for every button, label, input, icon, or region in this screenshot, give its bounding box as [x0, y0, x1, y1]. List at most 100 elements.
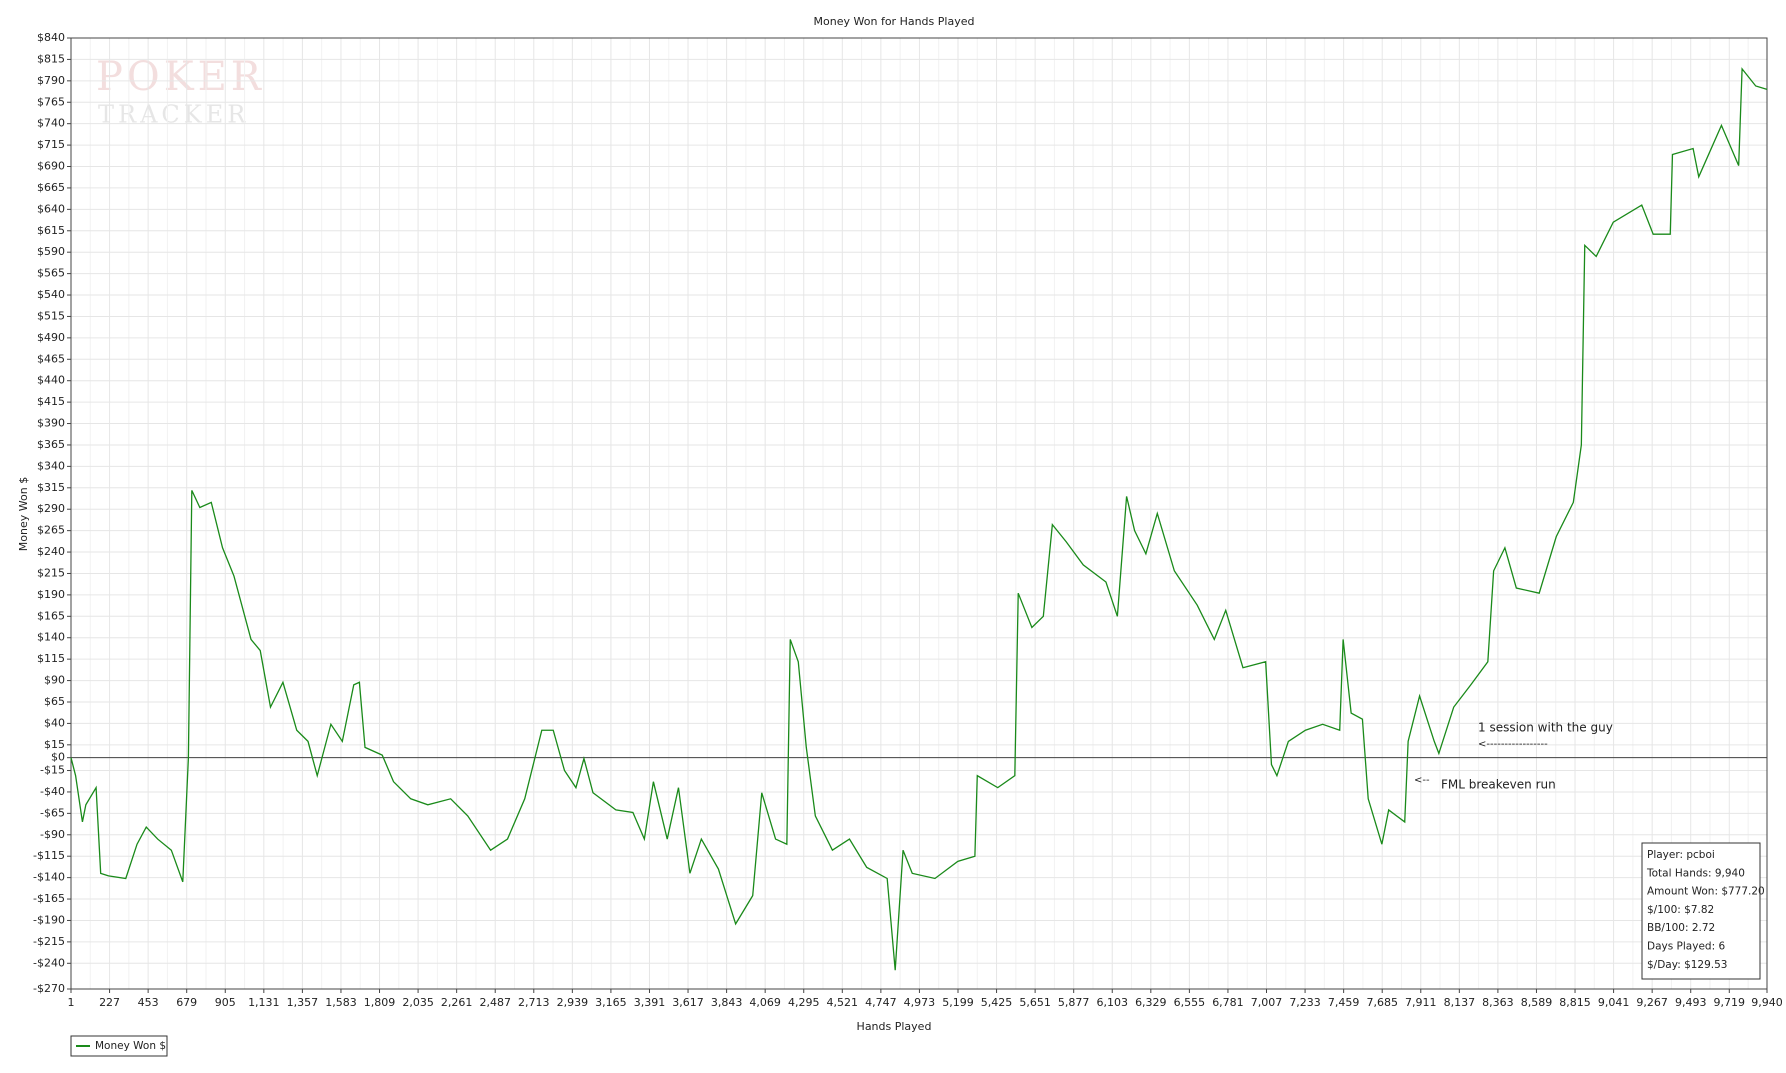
- x-tick-label: 3,843: [711, 996, 743, 1009]
- stats-line: Amount Won: $777.20: [1647, 886, 1765, 898]
- legend-label: Money Won $: [95, 1040, 166, 1052]
- y-tick-label: -$15: [40, 764, 65, 777]
- x-tick-label: 9,041: [1598, 996, 1630, 1009]
- y-tick-label: $15: [44, 738, 65, 751]
- x-tick-label: 1,357: [287, 996, 319, 1009]
- x-tick-label: 8,137: [1444, 996, 1476, 1009]
- y-tick-label: $65: [44, 695, 65, 708]
- x-tick-label: 5,651: [1019, 996, 1051, 1009]
- watermark: POKER: [96, 54, 265, 100]
- x-tick-label: 9,267: [1636, 996, 1668, 1009]
- stats-line: BB/100: 2.72: [1647, 922, 1715, 934]
- x-tick-label: 8,589: [1521, 996, 1553, 1009]
- x-tick-label: 3,165: [595, 996, 627, 1009]
- y-tick-label: $465: [37, 352, 65, 365]
- x-tick-label: 4,521: [827, 996, 859, 1009]
- x-tick-label: 2,261: [441, 996, 473, 1009]
- y-tick-label: $590: [37, 245, 65, 258]
- watermark: TRACKER: [98, 101, 249, 129]
- x-tick-label: 9,940: [1751, 996, 1783, 1009]
- y-axis-label: Money Won $: [17, 477, 30, 551]
- x-tick-label: 4,069: [749, 996, 781, 1009]
- annotation: FML breakeven run: [1441, 778, 1556, 792]
- y-tick-label: $640: [37, 202, 65, 215]
- y-tick-label: -$90: [40, 828, 65, 841]
- x-tick-label: 5,877: [1058, 996, 1090, 1009]
- y-tick-label: $340: [37, 459, 65, 472]
- x-tick-label: 5,425: [981, 996, 1013, 1009]
- x-tick-label: 1,131: [248, 996, 280, 1009]
- y-tick-label: $615: [37, 224, 65, 237]
- x-tick-label: 7,233: [1289, 996, 1321, 1009]
- x-tick-label: 1,583: [325, 996, 357, 1009]
- stats-line: $/100: $7.82: [1647, 904, 1714, 916]
- x-tick-label: 3,391: [634, 996, 666, 1009]
- x-tick-label: 4,973: [904, 996, 936, 1009]
- y-tick-label: $740: [37, 117, 65, 130]
- y-tick-label: $415: [37, 395, 65, 408]
- y-tick-label: $365: [37, 438, 65, 451]
- y-tick-label: $440: [37, 374, 65, 387]
- x-tick-label: 679: [176, 996, 197, 1009]
- legend-box: [70, 1035, 168, 1057]
- x-tick-label: 9,493: [1675, 996, 1707, 1009]
- x-tick-label: 8,815: [1559, 996, 1591, 1009]
- y-tick-label: $90: [44, 674, 65, 687]
- y-tick-label: $840: [37, 31, 65, 44]
- x-tick-label: 3,617: [672, 996, 704, 1009]
- x-tick-label: 7,007: [1251, 996, 1283, 1009]
- x-tick-label: 4,295: [788, 996, 820, 1009]
- x-tick-label: 6,555: [1174, 996, 1206, 1009]
- y-tick-label: $565: [37, 267, 65, 280]
- stats-line: Player: pcboi: [1647, 849, 1715, 861]
- x-tick-label: 453: [138, 996, 159, 1009]
- x-tick-label: 905: [215, 996, 236, 1009]
- x-tick-label: 6,781: [1212, 996, 1244, 1009]
- y-tick-label: $215: [37, 566, 65, 579]
- y-tick-label: $815: [37, 52, 65, 65]
- y-tick-label: -$65: [40, 806, 65, 819]
- y-tick-label: $0: [51, 751, 65, 764]
- y-tick-label: $140: [37, 631, 65, 644]
- y-tick-label: -$190: [33, 913, 65, 926]
- y-tick-label: $240: [37, 545, 65, 558]
- y-tick-label: $165: [37, 609, 65, 622]
- y-tick-label: $790: [37, 74, 65, 87]
- x-axis-label: Hands Played: [857, 1020, 932, 1033]
- y-tick-label: $315: [37, 481, 65, 494]
- y-tick-label: $690: [37, 160, 65, 173]
- y-tick-label: -$270: [33, 982, 65, 995]
- x-tick-label: 7,685: [1366, 996, 1398, 1009]
- y-tick-label: $40: [44, 716, 65, 729]
- y-tick-label: $265: [37, 524, 65, 537]
- x-tick-label: 5,199: [942, 996, 974, 1009]
- y-tick-label: $390: [37, 417, 65, 430]
- x-tick-label: 2,035: [402, 996, 434, 1009]
- annotation: <--: [1414, 775, 1430, 786]
- y-tick-label: $190: [37, 588, 65, 601]
- x-tick-label: 2,487: [479, 996, 511, 1009]
- y-tick-label: $765: [37, 95, 65, 108]
- y-tick-label: -$140: [33, 871, 65, 884]
- stats-box: [1641, 842, 1761, 980]
- stats-line: $/Day: $129.53: [1647, 959, 1727, 971]
- x-tick-label: 7,911: [1405, 996, 1437, 1009]
- x-tick-label: 4,747: [865, 996, 897, 1009]
- x-tick-label: 227: [99, 996, 120, 1009]
- data-line: [70, 67, 1768, 971]
- y-tick-label: -$40: [40, 785, 65, 798]
- x-tick-label: 8,363: [1482, 996, 1514, 1009]
- y-tick-label: $665: [37, 181, 65, 194]
- y-tick-label: -$165: [33, 892, 65, 905]
- y-tick-label: $490: [37, 331, 65, 344]
- x-tick-label: 1,809: [364, 996, 396, 1009]
- annotation: 1 session with the guy: [1478, 721, 1613, 735]
- x-tick-label: 6,103: [1097, 996, 1129, 1009]
- y-tick-label: $115: [37, 652, 65, 665]
- stats-line: Total Hands: 9,940: [1646, 867, 1745, 879]
- plot-frame: [70, 37, 1768, 990]
- x-tick-label: 7,459: [1328, 996, 1360, 1009]
